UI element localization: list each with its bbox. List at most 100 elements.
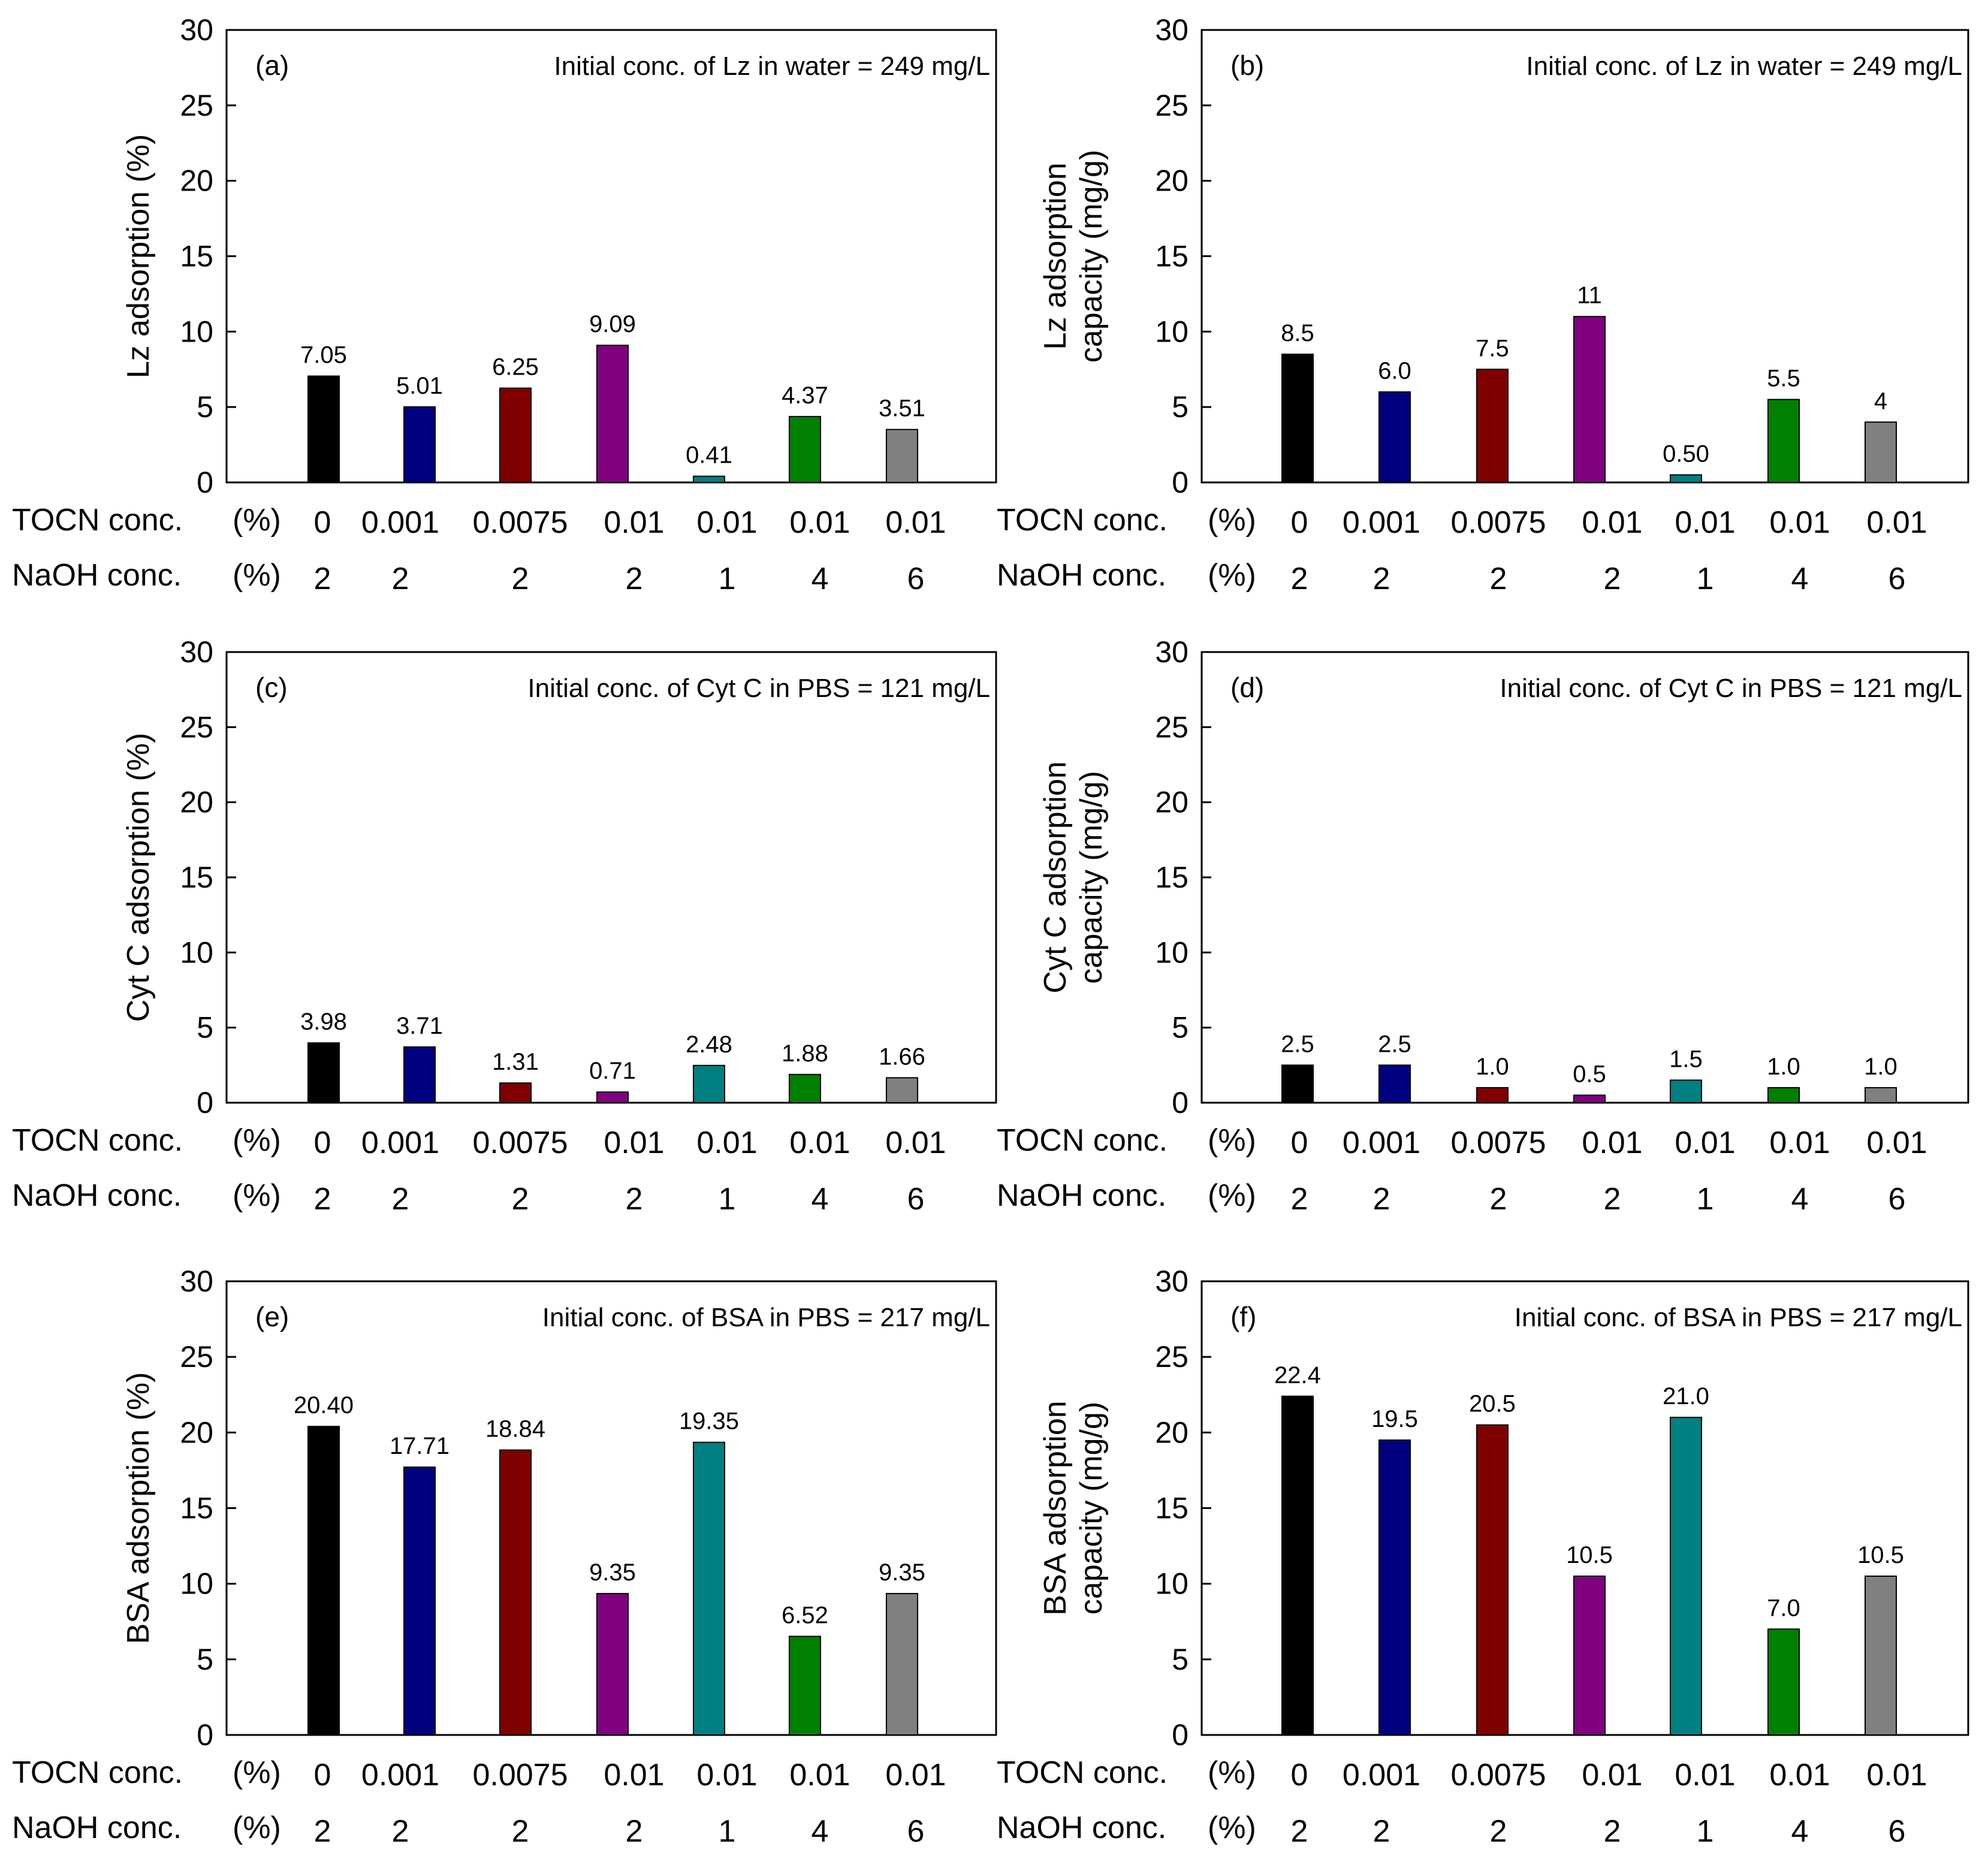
data-label: 8.5 xyxy=(1281,320,1314,346)
tocn-row-unit: (%) xyxy=(233,1755,281,1790)
tocn-row-label: TOCN conc. xyxy=(12,1755,183,1790)
bar xyxy=(596,1091,629,1103)
y-axis-label-line: Cyt C adsorption (%) xyxy=(121,733,156,1022)
panel-label: (e) xyxy=(255,1301,289,1332)
naoh-value: 2 xyxy=(1604,1814,1621,1849)
bar xyxy=(1476,1087,1509,1104)
naoh-row-label: NaOH conc. xyxy=(12,1810,182,1845)
data-label: 21.0 xyxy=(1663,1383,1709,1410)
bar xyxy=(789,1073,821,1103)
y-tick-label: 0 xyxy=(197,1718,213,1752)
data-label: 4.37 xyxy=(782,382,828,409)
data-label: 1.5 xyxy=(1669,1046,1703,1072)
data-label: 6.52 xyxy=(782,1602,828,1628)
tocn-value: 0.01 xyxy=(885,1758,946,1792)
data-label: 18.84 xyxy=(485,1416,545,1443)
y-tick-label: 20 xyxy=(180,164,213,198)
naoh-value: 2 xyxy=(626,1814,643,1849)
plot-frame xyxy=(1200,651,1969,1104)
y-axis-label-line: BSA adsorption (%) xyxy=(121,1372,156,1644)
y-tick-label: 10 xyxy=(1155,935,1188,969)
naoh-value: 2 xyxy=(626,562,643,596)
bar xyxy=(1281,354,1314,483)
y-tick-label: 10 xyxy=(180,935,213,969)
y-tick-label: 20 xyxy=(180,1416,213,1449)
tocn-value: 0.0075 xyxy=(472,1125,568,1160)
panel-label: (a) xyxy=(255,50,289,81)
y-axis-label-line: Lz adsorption (%) xyxy=(121,134,156,379)
bar xyxy=(789,1635,821,1736)
naoh-value: 4 xyxy=(1791,1182,1809,1217)
y-axis-label: Cyt C adsorption (%) xyxy=(121,733,156,1022)
annotation: Initial conc. of Lz in water = 249 mg/L xyxy=(1526,52,1962,81)
bar xyxy=(1670,1079,1702,1104)
naoh-value: 1 xyxy=(1697,1814,1714,1849)
tocn-value: 0.001 xyxy=(1343,505,1420,540)
data-label: 2.5 xyxy=(1378,1031,1411,1057)
tocn-value: 0.001 xyxy=(361,505,439,540)
naoh-value: 2 xyxy=(1604,1182,1621,1217)
naoh-value: 1 xyxy=(719,562,736,596)
bar xyxy=(1476,1424,1509,1736)
bar xyxy=(1281,1395,1314,1736)
data-label: 5.01 xyxy=(396,373,443,399)
data-label: 20.5 xyxy=(1469,1391,1516,1417)
tocn-value: 0.0075 xyxy=(1450,1125,1546,1160)
naoh-row-label: NaOH conc. xyxy=(12,558,182,593)
tocn-row-label: TOCN conc. xyxy=(12,1123,183,1158)
data-label: 1.31 xyxy=(492,1049,539,1075)
y-tick-label: 5 xyxy=(1172,390,1188,424)
naoh-value: 6 xyxy=(907,1814,925,1849)
data-label: 5.5 xyxy=(1767,366,1800,392)
data-label: 2.5 xyxy=(1281,1031,1314,1057)
tocn-row-unit: (%) xyxy=(233,503,281,538)
naoh-value: 4 xyxy=(1791,1814,1809,1849)
data-label: 2.48 xyxy=(686,1031,732,1058)
tocn-value: 0 xyxy=(1291,1758,1308,1792)
bar xyxy=(596,345,629,483)
data-label: 6.0 xyxy=(1378,358,1411,384)
tocn-row-unit: (%) xyxy=(233,1123,281,1158)
naoh-value: 2 xyxy=(1604,562,1621,596)
bar xyxy=(1378,1064,1411,1104)
naoh-value: 2 xyxy=(1373,1182,1390,1217)
bar xyxy=(403,406,436,483)
y-tick-label: 10 xyxy=(180,1567,213,1601)
naoh-value: 2 xyxy=(392,1182,409,1217)
tocn-value: 0.0075 xyxy=(472,1758,568,1792)
y-tick-label: 20 xyxy=(1155,1416,1188,1449)
naoh-value: 2 xyxy=(314,1182,331,1217)
naoh-value: 1 xyxy=(719,1182,736,1217)
naoh-row-label: NaOH conc. xyxy=(997,558,1166,593)
y-axis-label-line: BSA adsorption xyxy=(1038,1401,1073,1615)
bar xyxy=(596,1593,629,1736)
y-tick-label: 30 xyxy=(1155,13,1188,47)
tocn-value: 0.01 xyxy=(604,1758,664,1792)
bar xyxy=(307,1426,340,1736)
naoh-value: 4 xyxy=(812,562,829,596)
tocn-row-label: TOCN conc. xyxy=(12,503,183,538)
y-tick-label: 5 xyxy=(1172,1643,1188,1676)
bar xyxy=(693,1441,725,1736)
y-tick-label: 25 xyxy=(180,1340,213,1374)
naoh-value: 2 xyxy=(314,1814,331,1849)
bar xyxy=(693,475,725,483)
y-tick-label: 25 xyxy=(1155,89,1188,122)
naoh-value: 2 xyxy=(314,562,331,596)
tocn-value: 0.01 xyxy=(1582,1758,1642,1792)
y-axis-label: Cyt C adsorption capacity (mg/g) xyxy=(1038,761,1109,993)
data-label: 1.0 xyxy=(1767,1054,1800,1080)
naoh-row-unit: (%) xyxy=(1208,1178,1256,1213)
bar xyxy=(1281,1064,1314,1104)
y-tick-label: 0 xyxy=(197,466,213,499)
tocn-row-label: TOCN conc. xyxy=(997,503,1168,538)
tocn-value: 0.01 xyxy=(789,505,850,540)
y-tick-label: 15 xyxy=(1155,861,1188,894)
naoh-row-unit: (%) xyxy=(233,558,281,593)
bar xyxy=(1378,391,1411,483)
tocn-value: 0.01 xyxy=(1866,1758,1927,1792)
